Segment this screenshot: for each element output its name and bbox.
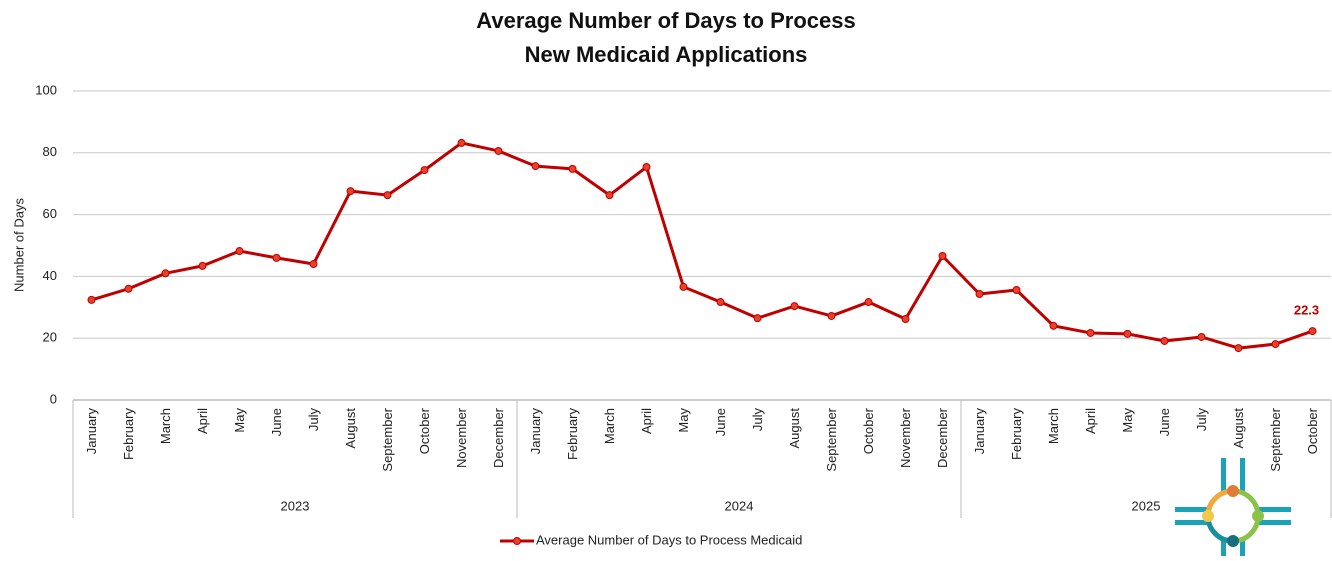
y-axis-label: Number of Days bbox=[11, 198, 26, 292]
data-point bbox=[346, 187, 355, 196]
data-point bbox=[642, 163, 651, 172]
data-point bbox=[827, 311, 836, 320]
y-tick-label: 60 bbox=[43, 206, 57, 221]
data-point bbox=[679, 282, 688, 291]
data-point bbox=[1049, 321, 1058, 330]
y-tick-label: 80 bbox=[43, 144, 57, 159]
y-tick-label: 40 bbox=[43, 268, 57, 283]
data-point bbox=[716, 298, 725, 307]
y-tick-label: 0 bbox=[50, 391, 57, 406]
y-tick-label: 100 bbox=[35, 82, 57, 97]
x-tick-label: January bbox=[84, 408, 99, 455]
x-tick-label: March bbox=[158, 408, 173, 444]
data-point bbox=[901, 315, 910, 324]
x-tick-label: November bbox=[454, 407, 469, 468]
data-point bbox=[457, 138, 466, 147]
data-point bbox=[309, 260, 318, 269]
data-point bbox=[1271, 340, 1280, 349]
x-tick-label: April bbox=[1083, 408, 1098, 434]
x-tick-label: July bbox=[750, 408, 765, 432]
data-point bbox=[1197, 332, 1206, 341]
data-point bbox=[420, 166, 429, 175]
data-label: 22.3 bbox=[1294, 303, 1319, 318]
data-point bbox=[790, 302, 799, 311]
data-point bbox=[1234, 344, 1243, 353]
logo bbox=[1175, 458, 1291, 558]
x-tick-label: June bbox=[1157, 408, 1172, 436]
group-label: 2023 bbox=[281, 498, 310, 513]
x-tick-label: August bbox=[787, 408, 802, 449]
data-point bbox=[235, 247, 244, 256]
x-tick-label: February bbox=[1009, 408, 1024, 461]
x-tick-label: June bbox=[713, 408, 728, 436]
data-point bbox=[124, 284, 133, 293]
x-tick-label: February bbox=[121, 408, 136, 461]
data-point bbox=[605, 191, 614, 200]
x-tick-label: October bbox=[1305, 407, 1320, 454]
x-tick-label: March bbox=[1046, 408, 1061, 444]
x-tick-label: June bbox=[269, 408, 284, 436]
data-point bbox=[1123, 329, 1132, 338]
x-tick-label: August bbox=[343, 408, 358, 449]
data-point bbox=[494, 146, 503, 155]
x-tick-label: April bbox=[639, 408, 654, 434]
data-point bbox=[87, 295, 96, 304]
data-point bbox=[975, 290, 984, 299]
data-point bbox=[568, 164, 577, 173]
x-tick-label: December bbox=[935, 407, 950, 468]
x-tick-label: September bbox=[824, 407, 839, 471]
group-label: 2025 bbox=[1132, 498, 1161, 513]
x-tick-label: April bbox=[195, 408, 210, 434]
data-point bbox=[1086, 328, 1095, 337]
x-tick-label: November bbox=[898, 407, 913, 468]
x-tick-label: May bbox=[676, 408, 691, 433]
legend-label: Average Number of Days to Process Medica… bbox=[536, 532, 802, 547]
x-tick-label: September bbox=[380, 407, 395, 471]
data-line bbox=[91, 141, 1313, 350]
x-tick-label: March bbox=[602, 408, 617, 444]
legend-marker bbox=[513, 537, 521, 545]
x-tick-label: December bbox=[491, 407, 506, 468]
chart-title: Average Number of Days to Process bbox=[476, 8, 855, 33]
x-tick-label: January bbox=[972, 408, 987, 455]
y-tick-label: 20 bbox=[43, 330, 57, 345]
group-label: 2024 bbox=[725, 498, 754, 513]
data-point bbox=[1160, 336, 1169, 345]
x-tick-label: July bbox=[306, 408, 321, 432]
x-tick-label: October bbox=[417, 407, 432, 454]
data-point bbox=[383, 191, 392, 200]
x-tick-label: February bbox=[565, 408, 580, 461]
data-point bbox=[1308, 327, 1317, 336]
chart-title: New Medicaid Applications bbox=[525, 42, 808, 67]
x-tick-label: May bbox=[232, 408, 247, 433]
x-tick-label: August bbox=[1231, 408, 1246, 449]
x-tick-label: May bbox=[1120, 408, 1135, 433]
data-point bbox=[938, 252, 947, 261]
x-tick-label: September bbox=[1268, 407, 1283, 471]
data-point bbox=[161, 269, 170, 278]
x-tick-label: January bbox=[528, 408, 543, 455]
data-point bbox=[753, 314, 762, 323]
x-tick-label: October bbox=[861, 407, 876, 454]
data-point bbox=[864, 298, 873, 307]
data-point bbox=[531, 162, 540, 171]
data-point bbox=[198, 261, 207, 270]
x-tick-label: July bbox=[1194, 408, 1209, 432]
data-point bbox=[272, 253, 281, 262]
data-point bbox=[1012, 285, 1021, 294]
